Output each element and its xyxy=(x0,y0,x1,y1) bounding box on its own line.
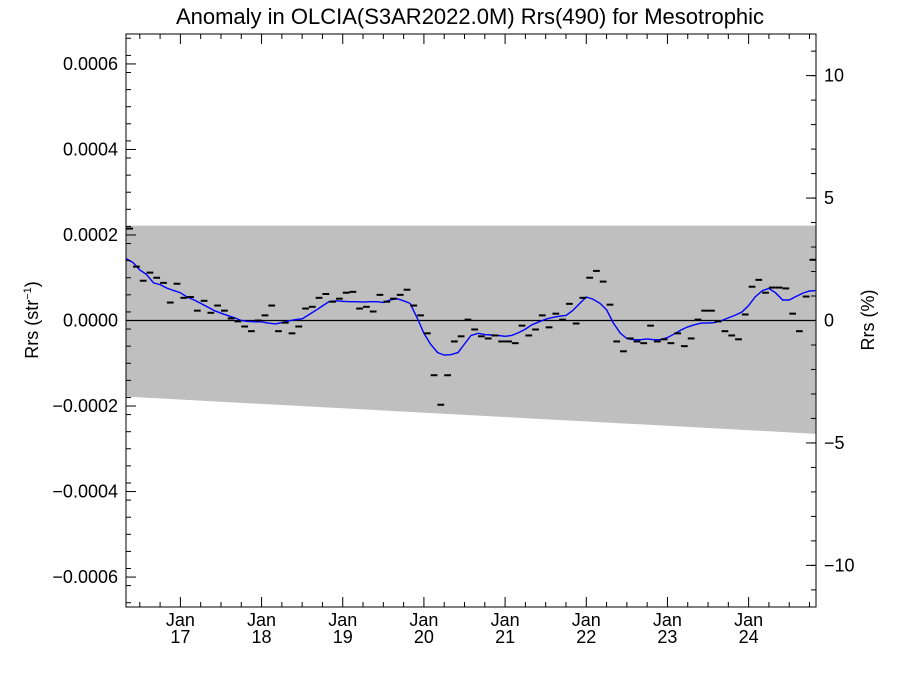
x-tick-label-month: Jan xyxy=(166,610,195,630)
x-tick-label-month: Jan xyxy=(491,610,520,630)
chart-title: Anomaly in OLCIA(S3AR2022.0M) Rrs(490) f… xyxy=(176,4,764,29)
x-tick-label-year: 19 xyxy=(333,627,353,647)
x-tick-label-year: 17 xyxy=(170,627,190,647)
x-tick-label-year: 20 xyxy=(414,627,434,647)
left-tick-label: 0.0006 xyxy=(63,54,118,74)
left-tick-label: 0.0002 xyxy=(63,225,118,245)
x-tick-label-month: Jan xyxy=(734,610,763,630)
right-tick-label: 10 xyxy=(824,66,844,86)
right-tick-label: −5 xyxy=(824,433,845,453)
right-tick-label: −10 xyxy=(824,555,855,575)
left-tick-label: 0.0004 xyxy=(63,139,118,159)
right-tick-label: 5 xyxy=(824,188,834,208)
x-tick-label-year: 22 xyxy=(576,627,596,647)
right-tick-label: 0 xyxy=(824,311,834,331)
x-tick-label-month: Jan xyxy=(328,610,357,630)
left-axis-label: Rrs (str−1) xyxy=(22,281,42,359)
x-tick-label-month: Jan xyxy=(247,610,276,630)
left-tick-label: 0.0000 xyxy=(63,311,118,331)
left-tick-label: −0.0004 xyxy=(52,482,118,502)
x-tick-label-year: 23 xyxy=(657,627,677,647)
uncertainty-band xyxy=(126,225,816,434)
x-tick-label-year: 18 xyxy=(252,627,272,647)
x-tick-label-year: 21 xyxy=(495,627,515,647)
left-axis-label-superscript: −1 xyxy=(22,287,34,300)
series-line-smoothed-anomaly xyxy=(125,257,817,356)
left-tick-label: −0.0002 xyxy=(52,396,118,416)
x-tick-label-year: 24 xyxy=(739,627,759,647)
left-tick-label: −0.0006 xyxy=(52,567,118,587)
x-tick-label-month: Jan xyxy=(409,610,438,630)
x-tick-label-month: Jan xyxy=(572,610,601,630)
x-tick-label-month: Jan xyxy=(653,610,682,630)
left-axis-label-close: ) xyxy=(22,281,42,287)
right-axis-label: Rrs (%) xyxy=(858,290,878,351)
left-axis-label-text: Rrs (str xyxy=(22,300,42,359)
